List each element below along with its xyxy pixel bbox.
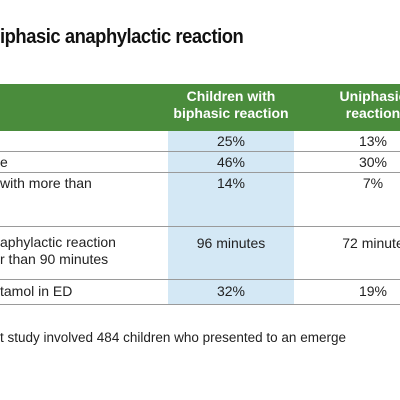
table-row: e 46% 30% — [0, 152, 400, 172]
table-row: with more than 14% 7% — [0, 173, 400, 209]
row-label-line: r than 90 minutes — [0, 251, 109, 267]
row-label-line: aphylactic reaction — [0, 234, 116, 250]
row-divider — [0, 304, 400, 305]
row-divider — [0, 226, 400, 227]
cell-uniphasic: 7% — [362, 175, 384, 191]
cell-biphasic: 14% — [216, 175, 246, 191]
cell-biphasic: 32% — [216, 283, 246, 299]
footnote: t study involved 484 children who presen… — [0, 330, 346, 345]
table-row: 25% 13% — [0, 131, 400, 151]
cell-uniphasic: 19% — [358, 283, 388, 299]
row-divider — [0, 172, 400, 173]
cell-biphasic: 96 minutes — [196, 235, 266, 251]
column-header-biphasic: Children with biphasic reaction — [168, 88, 294, 122]
table-header-bar — [0, 84, 400, 131]
column-header-uniphasic: Uniphasic reaction — [318, 88, 400, 122]
row-label: with more than — [0, 175, 92, 192]
row-label-line: e — [0, 154, 8, 170]
row-label-line: tamol in ED — [0, 283, 73, 299]
table-row: aphylactic reaction r than 90 minutes 96… — [0, 227, 400, 277]
row-label: aphylactic reaction r than 90 minutes — [0, 234, 116, 268]
cell-biphasic: 46% — [216, 154, 246, 170]
row-label-line: with more than — [0, 175, 92, 191]
row-label: tamol in ED — [0, 283, 72, 300]
chart-title: iphasic anaphylactic reaction — [0, 26, 244, 48]
column-header-uniphasic-line1: Uniphasic — [339, 88, 400, 104]
row-divider — [0, 151, 400, 152]
column-header-biphasic-line1: Children with — [186, 88, 276, 104]
column-header-biphasic-line2: biphasic reaction — [173, 105, 289, 121]
column-header-uniphasic-line2: reaction — [345, 105, 400, 121]
cell-uniphasic: 72 minute — [342, 235, 400, 251]
cell-uniphasic: 13% — [358, 133, 388, 149]
cell-uniphasic: 30% — [358, 154, 388, 170]
cell-biphasic: 25% — [216, 133, 246, 149]
highlighted-column — [168, 131, 294, 304]
row-label: e — [0, 154, 8, 171]
data-table: Children with biphasic reaction Uniphasi… — [0, 84, 400, 305]
table-row: tamol in ED 32% 19% — [0, 280, 400, 304]
row-divider — [0, 279, 400, 280]
